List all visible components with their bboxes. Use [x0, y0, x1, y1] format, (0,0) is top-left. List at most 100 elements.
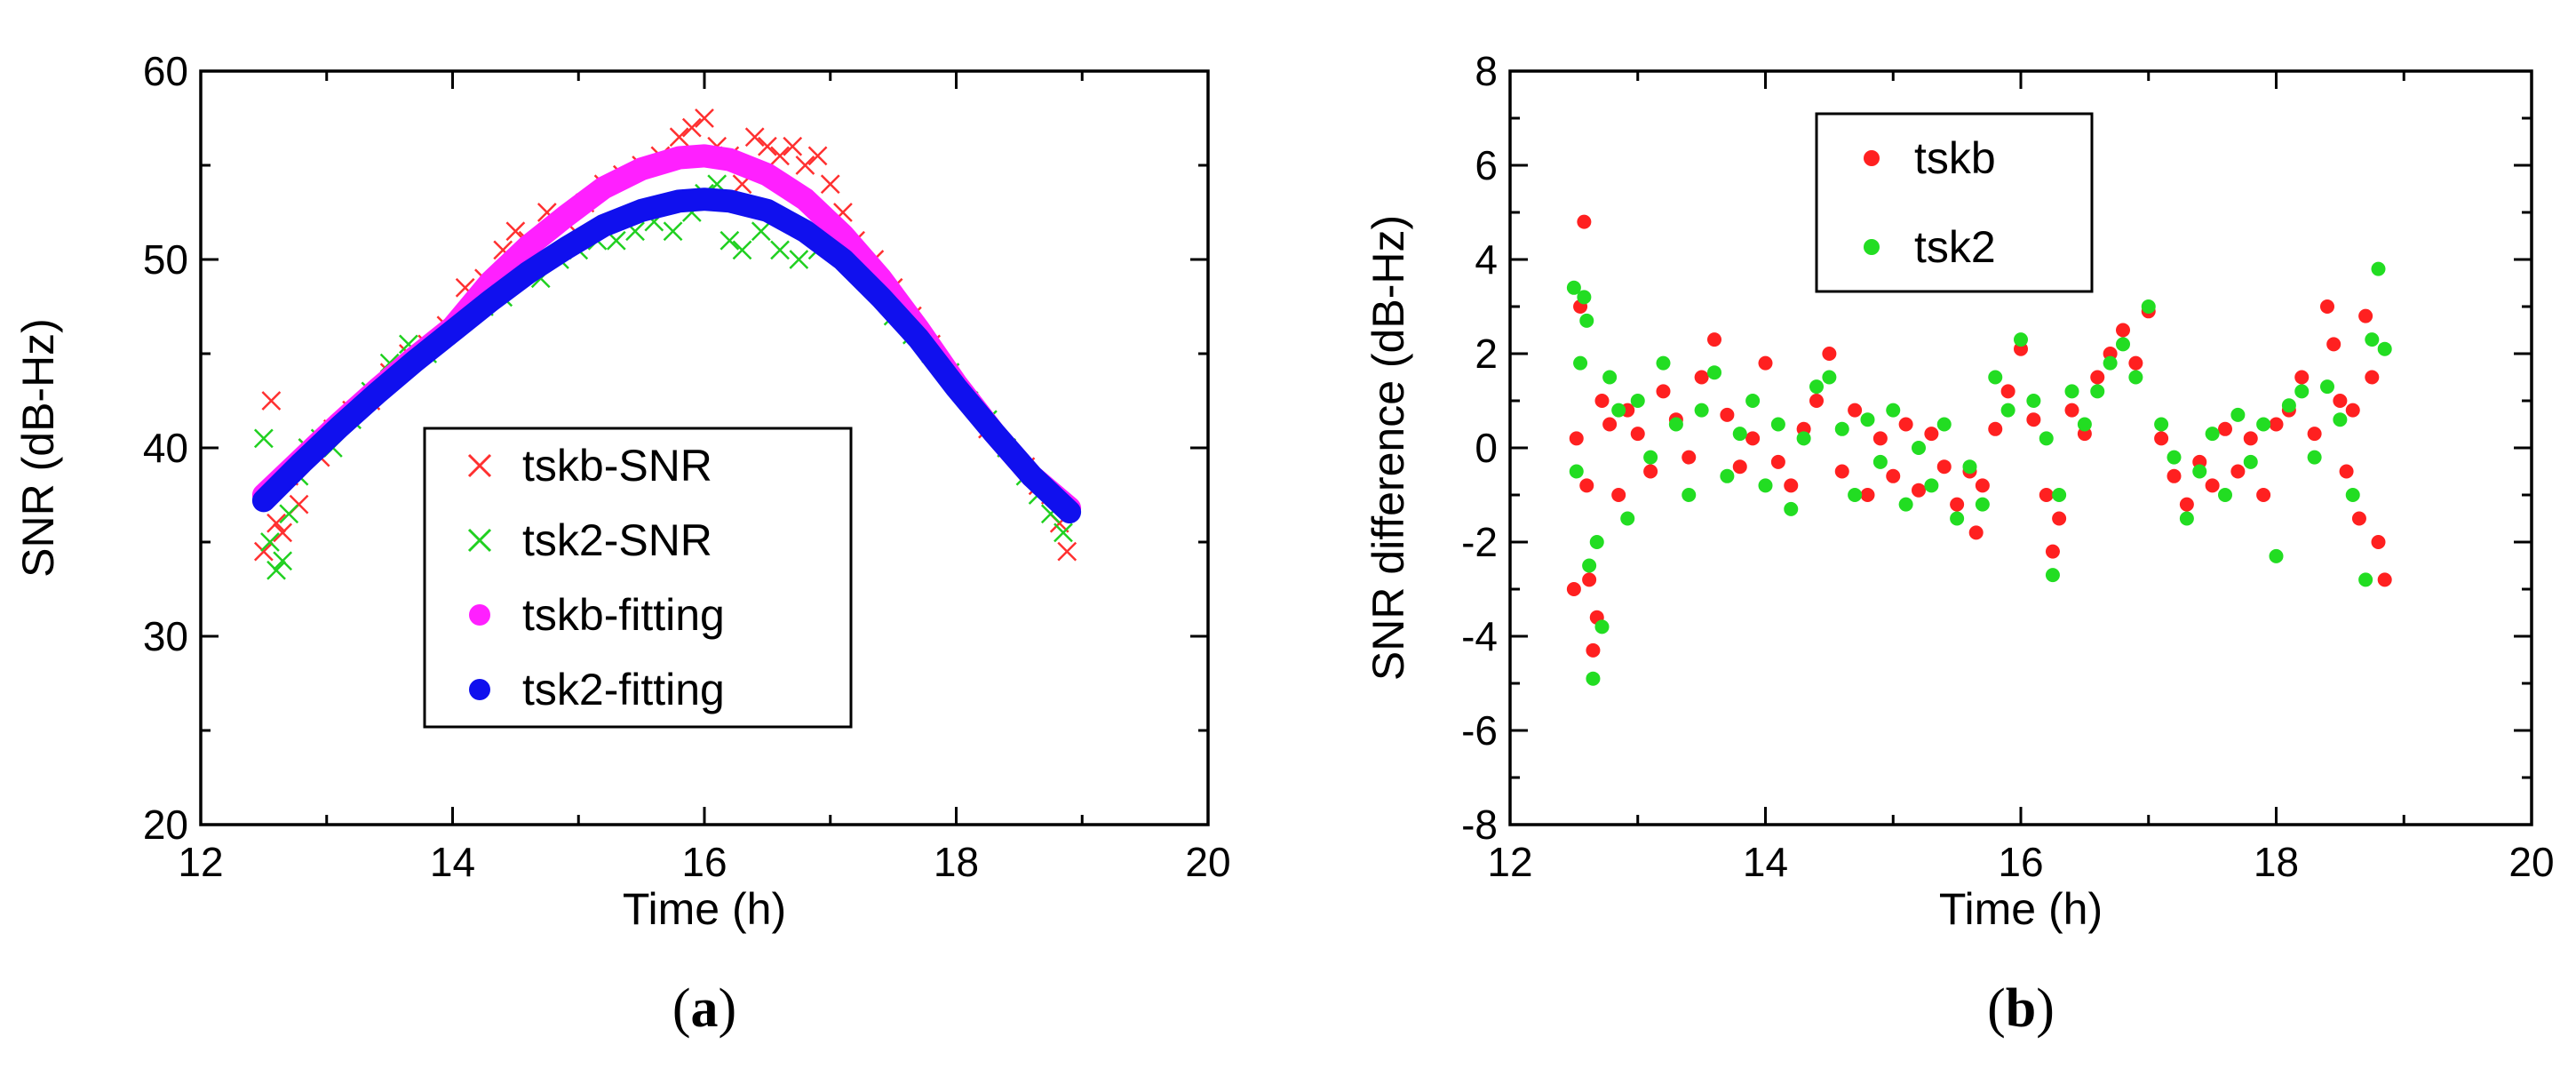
data-point — [2116, 323, 2130, 338]
data-point — [2218, 421, 2232, 436]
data-point — [1809, 379, 1824, 395]
data-point — [2077, 417, 2092, 432]
data-point — [1643, 450, 1658, 465]
data-point — [2269, 417, 2284, 432]
data-point — [1694, 403, 1709, 418]
y-tick-label: 30 — [143, 613, 188, 659]
y-tick-label: 2 — [1475, 331, 1498, 377]
data-point — [1988, 421, 2003, 436]
data-point — [663, 221, 683, 242]
panel-label: (b) — [1987, 978, 2055, 1039]
data-point — [1656, 355, 1671, 371]
data-point — [1577, 214, 1592, 229]
data-point — [273, 523, 293, 543]
y-tick-label: 50 — [143, 236, 188, 283]
legend-marker — [1864, 239, 1880, 255]
data-point — [1643, 464, 1658, 479]
data-point — [1630, 427, 1645, 442]
data-point — [261, 391, 282, 411]
data-point — [273, 551, 293, 571]
legend-label: tskb-fitting — [522, 590, 725, 640]
data-point — [1770, 454, 1785, 469]
data-point — [2090, 370, 2105, 385]
data-point — [1770, 417, 1785, 432]
data-point — [1594, 619, 1610, 634]
data-point — [1732, 427, 1747, 442]
data-point — [2141, 299, 2156, 314]
data-point — [1566, 280, 1581, 295]
data-point — [2045, 544, 2060, 559]
legend-marker — [469, 604, 490, 626]
data-point — [1611, 488, 1626, 502]
y-tick-label: 20 — [143, 802, 188, 848]
data-point — [1924, 478, 1939, 493]
legend: tskb tsk2 — [1815, 112, 2094, 293]
series-tsk2-fitting — [251, 187, 1082, 524]
data-point — [1822, 347, 1837, 361]
data-point — [1745, 394, 1761, 408]
data-point — [1594, 394, 1610, 408]
data-point — [2205, 478, 2220, 493]
legend-box — [1815, 112, 2094, 293]
data-point — [1582, 558, 1597, 573]
x-tick-label: 20 — [2508, 839, 2554, 885]
y-tick-label: 0 — [1475, 425, 1498, 471]
chart-a-snr: 12 14 16 18 20 20 30 40 50 60 Time (h) SNR (dB-Hz) t… — [13, 48, 1231, 1039]
data-point — [2269, 548, 2284, 563]
data-point — [2026, 394, 2041, 408]
data-point — [2256, 488, 2271, 502]
data-point — [2326, 337, 2341, 352]
data-point — [1602, 370, 1618, 385]
legend-label: tskb — [1914, 133, 1996, 183]
data-point — [1950, 497, 1965, 512]
data-point — [1720, 468, 1735, 483]
data-point — [1872, 431, 1888, 446]
data-point — [1745, 431, 1761, 446]
data-point — [1582, 572, 1597, 587]
fit-line-tsk2-fitting — [251, 187, 1082, 524]
data-point — [1569, 464, 1584, 479]
data-point — [1057, 541, 1077, 562]
data-point — [253, 428, 274, 449]
data-point — [1707, 332, 1721, 347]
legend-label: tsk2 — [1914, 222, 1996, 272]
plot-area-a — [251, 108, 1082, 580]
data-point — [2039, 488, 2054, 502]
data-point — [279, 504, 299, 524]
data-point — [2281, 398, 2296, 413]
data-point — [1589, 535, 1604, 549]
data-point — [1796, 431, 1811, 446]
data-point — [2167, 468, 2182, 483]
y-tick-label: -2 — [1461, 519, 1498, 565]
data-point — [1809, 394, 1824, 408]
data-point — [2339, 464, 2354, 479]
data-point — [2230, 407, 2246, 422]
data-point — [770, 146, 790, 166]
data-point — [2179, 497, 2194, 512]
data-point — [2256, 417, 2271, 432]
data-point — [266, 513, 286, 533]
data-point — [253, 541, 274, 562]
data-point — [2365, 370, 2380, 385]
data-point — [2064, 384, 2079, 399]
data-point — [1975, 478, 1990, 493]
y-tick-label: 6 — [1475, 142, 1498, 188]
legend-box — [423, 427, 853, 729]
data-point — [1912, 483, 1926, 498]
data-point — [2128, 370, 2143, 385]
x-tick-label: 18 — [2254, 839, 2299, 885]
x-axis-title: Time (h) — [1939, 884, 2103, 934]
x-tick-label: 12 — [1487, 839, 1532, 885]
data-point — [1569, 431, 1584, 446]
data-point — [266, 560, 286, 580]
data-point — [2167, 450, 2182, 465]
data-point — [1720, 407, 1735, 422]
data-point — [2000, 384, 2015, 399]
data-point — [2052, 511, 2067, 526]
data-point — [1834, 464, 1849, 479]
y-tick-label: 60 — [143, 48, 188, 94]
legend-label: tsk2-SNR — [522, 515, 712, 565]
legend-marker — [469, 679, 490, 700]
data-point — [2039, 431, 2054, 446]
